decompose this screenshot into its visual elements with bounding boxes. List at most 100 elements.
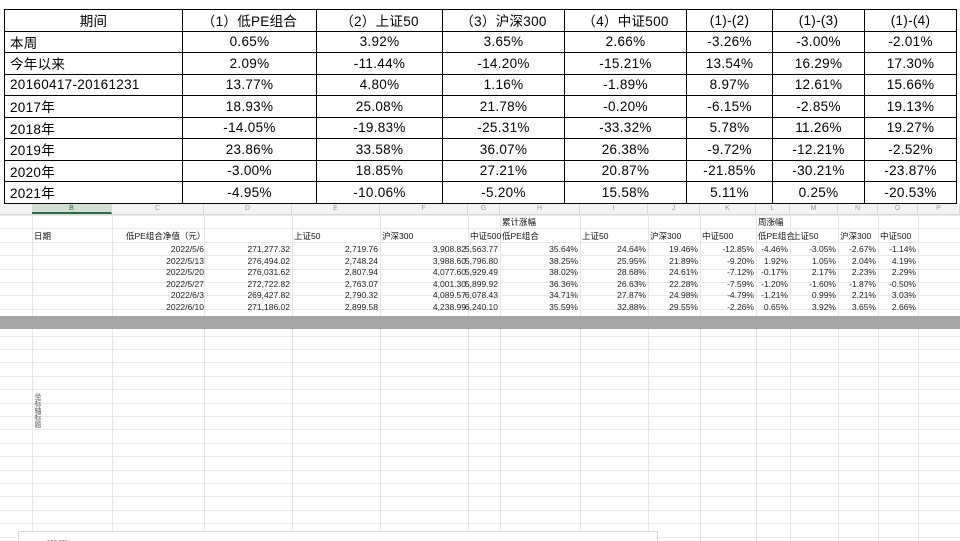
cell-w3: 2.66% <box>832 302 916 313</box>
column-header: （4）中证500 <box>565 10 687 32</box>
table-cell: -30.21% <box>773 160 865 182</box>
grid-line <box>0 456 960 457</box>
header-csi500: 中证500 <box>470 231 501 242</box>
table-cell: 2.66% <box>565 31 687 53</box>
cell-w3: 4.19% <box>832 256 916 267</box>
table-cell: -14.20% <box>443 53 565 75</box>
table-cell: -20.53% <box>865 182 957 204</box>
selected-row-bar[interactable] <box>0 316 960 329</box>
table-cell: 23.86% <box>183 139 317 161</box>
header-nav: 低PE组合净值（元） <box>126 231 205 242</box>
column-header: （1）低PE组合 <box>183 10 317 32</box>
column-header: (1)-(4) <box>865 10 957 32</box>
table-cell: 4.80% <box>317 74 443 96</box>
column-header-O[interactable]: O <box>878 204 918 214</box>
grid-line <box>0 362 960 363</box>
grid-line <box>0 496 960 497</box>
column-header-E[interactable]: E <box>292 204 380 214</box>
table-cell: 13.77% <box>183 74 317 96</box>
table-row: 2021年-4.95%-10.06%-5.20%15.58%5.11%0.25%… <box>5 182 957 204</box>
table-cell: 8.97% <box>687 74 773 96</box>
grid-line <box>112 215 113 541</box>
table-cell: 33.58% <box>317 139 443 161</box>
column-header-H[interactable]: H <box>500 204 580 214</box>
grid-line <box>0 510 960 511</box>
column-header-F[interactable]: F <box>380 204 468 214</box>
cell-sse50: 2,899.58 <box>294 302 378 313</box>
column-header-N[interactable]: N <box>838 204 878 214</box>
row-label: 2021年 <box>5 182 183 204</box>
table-cell: -2.01% <box>865 31 957 53</box>
table-cell: 21.78% <box>443 96 565 118</box>
table-cell: 1.16% <box>443 74 565 96</box>
header-cum-hs300: 沪深300 <box>650 231 681 242</box>
header-wk-sse50: 上证50 <box>792 231 818 242</box>
grid-line <box>0 403 960 404</box>
cell-w3: -0.50% <box>832 279 916 290</box>
cell-date: 2022/5/6 <box>120 244 204 255</box>
column-header-I[interactable]: I <box>580 204 648 214</box>
column-header: (1)-(3) <box>773 10 865 32</box>
row-label: 今年以来 <box>5 53 183 75</box>
grid-line <box>0 336 960 337</box>
column-header-K[interactable]: K <box>700 204 756 214</box>
grid-line <box>0 483 960 484</box>
column-header-L[interactable]: L <box>756 204 790 214</box>
table-row: 2020年-3.00%18.85%27.21%20.87%-21.85%-30.… <box>5 160 957 182</box>
column-header-M[interactable]: M <box>790 204 838 214</box>
table-cell: -21.85% <box>687 160 773 182</box>
column-header-P[interactable]: P <box>918 204 960 214</box>
column-header-C[interactable]: C <box>112 204 204 214</box>
column-header-J[interactable]: J <box>648 204 700 214</box>
chart-y-axis-title: 坐标轴标题 <box>30 393 42 428</box>
row-label: 2017年 <box>5 96 183 118</box>
column-header-G[interactable]: G <box>468 204 500 214</box>
grid-line <box>0 242 960 243</box>
header-cum-sse50: 上证50 <box>582 231 608 242</box>
cell-sse50: 2,807.94 <box>294 267 378 278</box>
cell-date: 2022/5/27 <box>120 279 204 290</box>
table-cell: 26.38% <box>565 139 687 161</box>
column-header: （3）沪深300 <box>443 10 565 32</box>
table-cell: -4.95% <box>183 182 317 204</box>
table-cell: 17.30% <box>865 53 957 75</box>
cell-nav: 276,494.02 <box>206 256 290 267</box>
table-cell: 12.61% <box>773 74 865 96</box>
table-cell: 36.07% <box>443 139 565 161</box>
row-label: 20160417-20161231 <box>5 74 183 96</box>
group-header-weekly: 周涨幅 <box>758 217 784 228</box>
header-cum-csi500: 中证500 <box>702 231 733 242</box>
column-header: (1)-(2) <box>687 10 773 32</box>
column-header: （2）上证50 <box>317 10 443 32</box>
table-cell: -15.21% <box>565 53 687 75</box>
table-cell: -9.72% <box>687 139 773 161</box>
column-header-B[interactable]: B <box>32 204 112 214</box>
table-cell: -2.85% <box>773 96 865 118</box>
grid-line <box>0 416 960 417</box>
cell-sse50: 2,790.32 <box>294 290 378 301</box>
summary-table-region: 期间（1）低PE组合（2）上证50（3）沪深300（4）中证500(1)-(2)… <box>0 0 960 202</box>
cell-sse50: 2,748.24 <box>294 256 378 267</box>
column-header-D[interactable]: D <box>204 204 292 214</box>
cell-nav: 269,427.82 <box>206 290 290 301</box>
header-wk-hs300: 沪深300 <box>840 231 871 242</box>
cell-date: 2022/5/13 <box>120 256 204 267</box>
cell-w3: -1.14% <box>832 244 916 255</box>
table-cell: 20.87% <box>565 160 687 182</box>
cell-nav: 276,031.62 <box>206 267 290 278</box>
table-cell: -2.52% <box>865 139 957 161</box>
cell-csi500: 5,929.49 <box>414 267 498 278</box>
grid-line <box>0 429 960 430</box>
table-cell: 5.78% <box>687 117 773 139</box>
cell-w3: 3.03% <box>832 290 916 301</box>
table-cell: 3.65% <box>443 31 565 53</box>
table-cell: -12.21% <box>773 139 865 161</box>
group-header-cumulative: 累计涨幅 <box>502 217 536 228</box>
